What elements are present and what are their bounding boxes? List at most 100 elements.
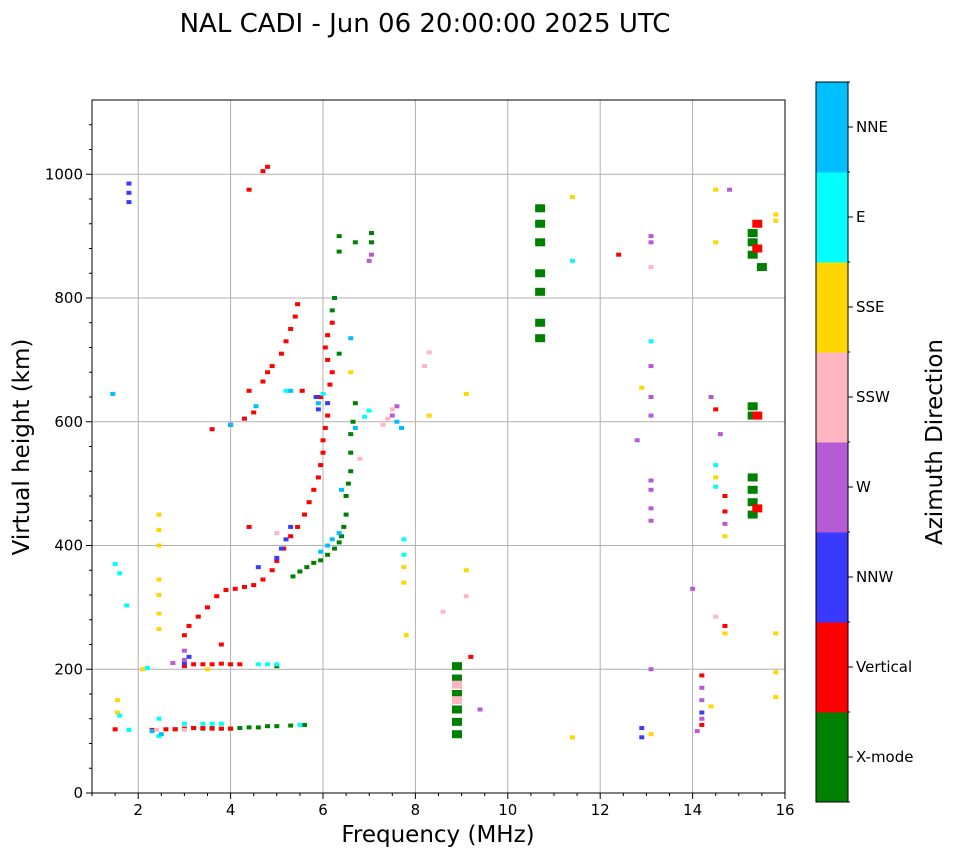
y-tick-label: 1000 <box>45 165 83 183</box>
data-point <box>156 593 162 597</box>
data-point <box>260 577 266 582</box>
data-point <box>440 609 446 614</box>
data-point <box>304 565 310 570</box>
data-point <box>181 648 187 653</box>
data-point <box>699 673 705 678</box>
data-point <box>747 229 758 238</box>
colorbar-label: Azimuth Direction <box>922 339 948 545</box>
data-point <box>352 240 358 245</box>
data-point <box>451 674 462 683</box>
data-point <box>332 296 338 300</box>
data-point <box>399 425 405 430</box>
x-tick-label: 10 <box>498 801 517 819</box>
data-point <box>274 555 280 560</box>
data-point <box>451 717 462 726</box>
data-point <box>648 395 654 399</box>
data-point <box>648 478 654 483</box>
data-point <box>170 661 176 666</box>
data-point <box>325 333 331 338</box>
series-nne <box>110 336 405 737</box>
data-point <box>288 534 294 539</box>
colorbar-segment <box>816 352 848 443</box>
data-point <box>228 726 234 731</box>
colorbar-frame <box>815 81 849 803</box>
data-point <box>163 727 169 732</box>
data-point <box>634 438 640 443</box>
data-point <box>320 438 326 443</box>
data-point <box>241 416 247 421</box>
data-point <box>362 414 368 419</box>
data-point <box>389 413 395 418</box>
x-tick-label: 16 <box>775 801 794 819</box>
data-point <box>639 385 645 390</box>
data-point <box>752 244 763 253</box>
data-point <box>451 680 462 689</box>
data-point <box>717 432 723 437</box>
data-point <box>283 339 289 344</box>
data-point <box>205 605 210 610</box>
data-point <box>747 473 758 482</box>
data-point <box>535 204 546 213</box>
data-point <box>699 698 705 703</box>
data-point <box>713 614 719 619</box>
data-point <box>205 667 210 672</box>
data-point <box>369 240 375 245</box>
data-point <box>290 574 296 579</box>
data-point <box>186 654 192 659</box>
data-point <box>218 661 224 666</box>
data-point <box>401 537 407 542</box>
plot-area: 2 4 6 8 10 12 14 16 0 200 400 600 800 1000 <box>45 99 795 819</box>
data-point <box>232 586 238 591</box>
data-point <box>648 265 654 270</box>
data-point <box>535 238 546 247</box>
chart-title: NAL CADI - Jun 06 20:00:00 2025 UTC <box>180 9 671 39</box>
data-point <box>648 487 654 492</box>
x-tick-label: 2 <box>133 801 143 819</box>
data-point <box>648 732 654 737</box>
data-point <box>209 726 215 731</box>
data-point <box>156 528 162 533</box>
x-axis-label: Frequency (MHz) <box>341 822 534 848</box>
data-point <box>708 395 714 399</box>
data-point <box>246 725 252 730</box>
data-point <box>648 234 654 239</box>
data-point <box>426 413 432 418</box>
data-point <box>345 481 351 486</box>
data-point <box>451 690 462 698</box>
data-point <box>350 419 356 424</box>
data-point <box>274 531 280 536</box>
data-point <box>274 662 280 667</box>
data-point <box>237 726 243 731</box>
data-point <box>126 727 132 732</box>
data-point <box>451 730 462 739</box>
data-point <box>426 350 432 355</box>
data-point <box>246 524 252 529</box>
series-ssw <box>154 265 719 732</box>
data-point <box>401 552 407 557</box>
data-point <box>394 404 400 409</box>
data-point <box>348 450 354 455</box>
data-point <box>209 721 215 726</box>
data-point <box>114 698 120 703</box>
data-point <box>181 657 187 662</box>
data-points <box>110 164 779 740</box>
data-point <box>144 666 150 671</box>
y-tick-label: 400 <box>54 537 83 555</box>
data-point <box>451 705 462 714</box>
series-sse <box>114 187 779 740</box>
data-point <box>773 218 779 223</box>
data-point <box>713 463 719 468</box>
data-point <box>278 546 284 551</box>
data-point <box>315 475 321 480</box>
data-point <box>468 654 474 659</box>
data-point <box>251 410 257 415</box>
data-point <box>214 594 220 599</box>
data-point <box>114 710 120 715</box>
data-point <box>265 662 271 667</box>
data-point <box>126 181 132 186</box>
data-point <box>463 391 469 396</box>
data-point <box>747 402 758 411</box>
data-point <box>110 391 116 396</box>
data-point <box>297 569 303 574</box>
data-point <box>747 250 758 259</box>
